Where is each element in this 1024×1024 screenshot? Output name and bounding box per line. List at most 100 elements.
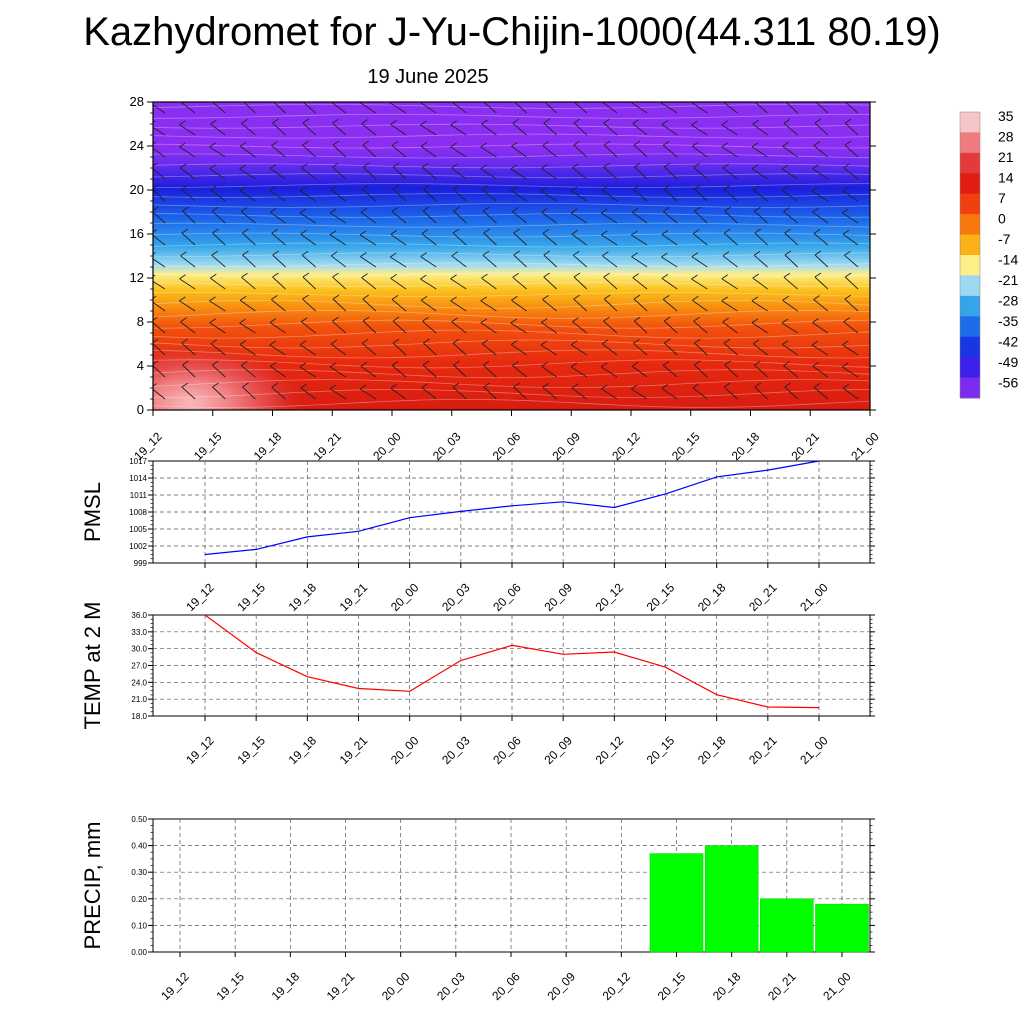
wind-barb bbox=[663, 338, 678, 356]
wind-barb bbox=[153, 360, 166, 378]
wind-barb bbox=[603, 272, 618, 290]
x-tick-label: 20_18 bbox=[729, 429, 763, 463]
wind-barb bbox=[450, 142, 467, 158]
wind-barb bbox=[572, 250, 588, 268]
wind-barb bbox=[422, 316, 437, 334]
cross-section-x-axis: 19_12 19_15 19_18 19_21 20_00 20_03 20_06 20_09… bbox=[131, 410, 882, 463]
wind-barb bbox=[633, 140, 648, 158]
y-tick-label: 1011 bbox=[130, 491, 148, 500]
contour-line bbox=[153, 104, 870, 109]
wind-barb bbox=[211, 360, 226, 378]
y-tick-label: 24.0 bbox=[131, 678, 147, 687]
wind-barb bbox=[573, 102, 588, 114]
color-bar-label: -7 bbox=[998, 231, 1011, 247]
color-bar-label: 7 bbox=[998, 190, 1006, 206]
y-tick-label: 0.20 bbox=[131, 895, 147, 904]
wind-barb bbox=[722, 163, 738, 180]
wind-barb bbox=[302, 294, 317, 312]
wind-barb bbox=[209, 164, 226, 180]
wind-barb bbox=[153, 295, 166, 312]
y-tick-label: 0.40 bbox=[131, 842, 147, 851]
wind-barb bbox=[602, 102, 618, 114]
y-tick-label: 1008 bbox=[129, 508, 147, 517]
wind-barb bbox=[270, 207, 286, 224]
wind-barb bbox=[662, 141, 678, 158]
wind-barb bbox=[179, 142, 196, 158]
color-bar-segment bbox=[960, 214, 980, 236]
wind-barb bbox=[692, 383, 708, 400]
wind-barb bbox=[391, 361, 407, 378]
wind-barb bbox=[601, 185, 618, 202]
wind-barb bbox=[210, 339, 226, 356]
wind-barb bbox=[239, 164, 256, 180]
wind-barb bbox=[510, 318, 527, 334]
wind-barb bbox=[663, 184, 678, 202]
x-tick-label: 20_18 bbox=[695, 733, 729, 767]
color-bar-segment bbox=[960, 132, 980, 154]
wind-barb bbox=[572, 317, 588, 334]
wind-barb bbox=[842, 340, 859, 356]
contour-line bbox=[153, 133, 870, 139]
wind-barb bbox=[181, 184, 196, 202]
wind-barb bbox=[513, 382, 527, 400]
wind-barb bbox=[329, 208, 347, 224]
color-bar-segment bbox=[960, 152, 980, 174]
wind-barb bbox=[330, 102, 347, 114]
wind-barb bbox=[693, 360, 708, 378]
wind-barb bbox=[361, 184, 377, 202]
wind-barb bbox=[209, 296, 226, 312]
wind-barb bbox=[329, 230, 347, 246]
wind-barb bbox=[724, 206, 738, 224]
color-bar-frame bbox=[959, 111, 981, 399]
wind-barb bbox=[391, 141, 407, 158]
y-axis-label: PRECIP, mm bbox=[80, 822, 105, 950]
wind-barb bbox=[241, 272, 256, 290]
wind-barb bbox=[329, 384, 347, 400]
wind-barb bbox=[541, 318, 557, 334]
wind-barb bbox=[573, 118, 588, 136]
x-tick-label: 20_12 bbox=[609, 429, 643, 463]
wind-barb bbox=[783, 118, 798, 136]
wind-barb bbox=[270, 361, 286, 378]
wind-barb bbox=[781, 318, 798, 334]
wind-barb bbox=[300, 317, 316, 334]
wind-barb bbox=[601, 339, 618, 356]
wind-barb bbox=[814, 250, 829, 268]
x-tick-label: 21_00 bbox=[797, 580, 831, 614]
wind-barb bbox=[241, 118, 256, 136]
wind-barb bbox=[570, 340, 588, 356]
wind-barb bbox=[420, 252, 437, 268]
wind-barb bbox=[453, 206, 467, 224]
wind-barb bbox=[783, 272, 798, 290]
wind-barb bbox=[300, 163, 316, 180]
wind-barb bbox=[242, 382, 256, 400]
y-tick-label: 24 bbox=[130, 138, 144, 153]
wind-barb bbox=[271, 382, 286, 400]
wind-barb bbox=[842, 383, 859, 400]
precip-bar bbox=[815, 903, 869, 953]
wind-barb bbox=[543, 272, 558, 290]
wind-barb bbox=[542, 229, 557, 246]
color-bar-label: -56 bbox=[998, 375, 1018, 391]
wind-barb bbox=[239, 186, 256, 202]
wind-barb bbox=[844, 140, 859, 158]
y-tick-label: 0.00 bbox=[131, 948, 147, 957]
wind-barb bbox=[180, 317, 196, 334]
x-tick-label: 20_09 bbox=[544, 969, 578, 1003]
wind-barb bbox=[332, 118, 347, 136]
wind-barb bbox=[785, 102, 799, 114]
x-tick-label: 20_03 bbox=[434, 969, 468, 1003]
wind-barb bbox=[723, 382, 738, 400]
wind-barb bbox=[181, 228, 196, 246]
contour-line bbox=[153, 389, 870, 398]
wind-barb bbox=[721, 142, 738, 158]
wind-barb bbox=[752, 273, 768, 290]
wind-barb bbox=[570, 208, 588, 224]
y-axis-label: TEMP at 2 M bbox=[80, 602, 105, 730]
y-axis-label: PMSL bbox=[80, 482, 105, 542]
wind-barb bbox=[302, 140, 317, 158]
wind-barb bbox=[631, 252, 648, 268]
wind-barb bbox=[754, 228, 768, 246]
page-subtitle: 19 June 2025 bbox=[367, 66, 489, 88]
